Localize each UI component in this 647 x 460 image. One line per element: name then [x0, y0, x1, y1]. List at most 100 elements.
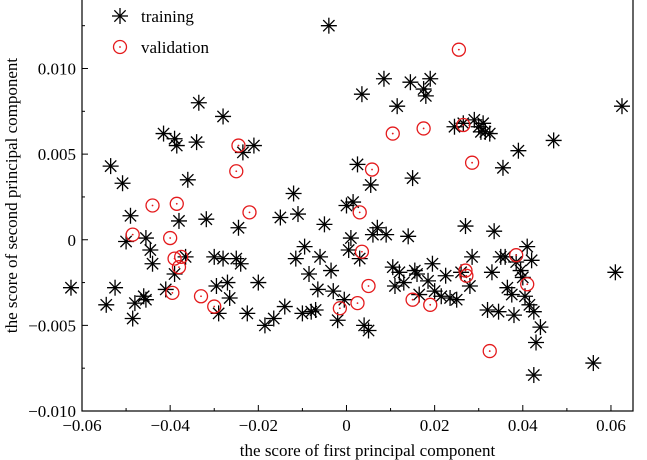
- training-point: [256, 317, 273, 334]
- training-point: [490, 303, 507, 320]
- training-point: [245, 137, 262, 154]
- training-point: [287, 250, 304, 267]
- training-point: [457, 218, 474, 235]
- y-tick-label: −0.010: [28, 402, 76, 421]
- training-point: [157, 281, 174, 298]
- training-point: [497, 248, 514, 265]
- legend-training-marker: [112, 8, 128, 24]
- training-point: [309, 281, 326, 298]
- validation-point: [163, 230, 178, 246]
- training-point: [285, 185, 302, 202]
- training-point: [411, 286, 428, 303]
- training-point: [353, 86, 370, 103]
- training-point: [144, 255, 161, 272]
- training-point: [464, 248, 481, 265]
- training-point: [422, 70, 439, 87]
- validation-point: [165, 285, 180, 300]
- validation-point: [482, 343, 497, 359]
- validation-point: [352, 205, 367, 220]
- training-point: [232, 255, 249, 272]
- training-point: [170, 212, 187, 229]
- training-point: [338, 197, 355, 214]
- training-point: [62, 279, 79, 296]
- x-tick-label: −0.06: [62, 416, 101, 435]
- training-point: [375, 70, 392, 87]
- training-point: [307, 301, 324, 318]
- validation-point: [520, 277, 535, 292]
- validation-point: [193, 289, 209, 304]
- training-point: [301, 266, 318, 282]
- validation-point: [456, 117, 471, 133]
- training-point: [532, 319, 549, 336]
- training-point: [122, 207, 139, 224]
- training-point: [325, 283, 342, 300]
- training-point: [523, 252, 540, 269]
- legend-validation-marker: [112, 39, 128, 55]
- training-point: [336, 291, 353, 308]
- training-point: [316, 216, 333, 233]
- training-point: [166, 130, 183, 147]
- x-tick-label: −0.02: [239, 416, 278, 435]
- training-point: [362, 176, 379, 193]
- training-point: [486, 223, 503, 240]
- legend: training validation: [112, 7, 209, 57]
- training-point: [272, 209, 289, 226]
- training-point: [107, 279, 124, 296]
- training-point: [420, 272, 437, 289]
- validation-point: [231, 138, 246, 153]
- plot-frame: [81, 0, 634, 412]
- validation-point: [174, 249, 189, 265]
- training-point: [98, 296, 115, 313]
- validation-point: [171, 259, 187, 275]
- training-point: [118, 233, 135, 250]
- training-point: [475, 115, 492, 132]
- training-point: [188, 134, 205, 151]
- training-point: [289, 206, 306, 223]
- training-point: [296, 238, 313, 255]
- training-point: [448, 291, 465, 308]
- validation-point: [229, 164, 244, 179]
- training-point: [402, 74, 419, 91]
- validation-point: [361, 278, 376, 294]
- chart-marks: [62, 17, 630, 384]
- validation-point: [145, 198, 160, 213]
- training-point: [179, 171, 196, 188]
- validation-point: [405, 292, 420, 307]
- training-point: [168, 137, 185, 154]
- training-point: [215, 108, 232, 125]
- training-point: [479, 301, 496, 318]
- training-point: [415, 81, 432, 98]
- training-point: [525, 303, 542, 320]
- training-point: [234, 144, 251, 161]
- training-point: [505, 307, 522, 324]
- training-point: [360, 322, 377, 339]
- training-point: [545, 132, 562, 149]
- training-point: [142, 242, 159, 259]
- legend-circle-icon: [112, 39, 128, 55]
- training-point: [481, 125, 498, 142]
- training-point: [102, 158, 119, 175]
- training-point: [221, 289, 238, 306]
- training-point: [276, 298, 293, 315]
- training-point: [585, 355, 602, 372]
- training-point: [525, 367, 542, 384]
- validation-point: [207, 299, 222, 314]
- validation-point: [423, 297, 438, 312]
- training-point: [404, 170, 421, 187]
- y-axis-title: the score of second principal component: [2, 58, 21, 333]
- x-tick-label: 0.04: [508, 416, 538, 435]
- x-tick-label: −0.04: [150, 416, 190, 435]
- training-point: [400, 228, 417, 245]
- training-point: [312, 248, 329, 265]
- training-point: [342, 230, 359, 247]
- training-point: [510, 142, 527, 159]
- training-point: [519, 238, 536, 255]
- training-point: [323, 262, 340, 279]
- training-point: [329, 312, 346, 329]
- legend-validation-label: validation: [141, 38, 209, 57]
- legend-training-label: training: [141, 7, 194, 26]
- training-point: [483, 264, 500, 281]
- training-point: [265, 310, 282, 327]
- training-point: [417, 87, 434, 104]
